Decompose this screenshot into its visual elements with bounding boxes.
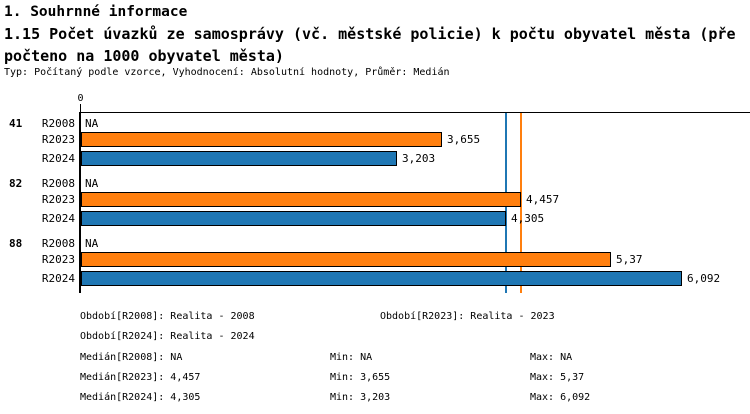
bar-r2024 bbox=[81, 151, 397, 166]
na-value-label: NA bbox=[85, 117, 99, 130]
bar-r2024 bbox=[81, 211, 506, 226]
axis-vertical-line bbox=[79, 112, 81, 293]
bar-row: 3,203 bbox=[81, 151, 435, 166]
stat-max-r2024: Max: 6,092 bbox=[530, 392, 591, 403]
bar-value-label: 6,092 bbox=[687, 271, 721, 285]
stats-row-r2008: Medián[R2008]: NA Min: NA Max: NA bbox=[0, 351, 750, 364]
stat-min-r2024: Min: 3,203 bbox=[330, 392, 391, 403]
series-label-r2008: R2008 bbox=[41, 117, 75, 130]
stat-min-r2008: Min: NA bbox=[330, 352, 373, 363]
stat-max-r2023: Max: 5,37 bbox=[530, 372, 585, 383]
axis-origin-tick bbox=[80, 104, 81, 113]
bar-value-label: 4,457 bbox=[526, 192, 560, 206]
bar-row: 5,37 bbox=[81, 252, 643, 267]
na-value-label: NA bbox=[85, 237, 99, 250]
series-label-r2024: R2024 bbox=[41, 212, 75, 225]
bar-row: 4,457 bbox=[81, 192, 559, 207]
chart-meta-info: Typ: Počítaný podle vzorce, Vyhodnocení:… bbox=[4, 67, 450, 78]
stats-row-obdobi-2: Období[R2024]: Realita - 2024 bbox=[0, 330, 750, 343]
stat-min-r2023: Min: 3,655 bbox=[330, 372, 391, 383]
group-id-label: 41 bbox=[9, 117, 23, 130]
series-label-r2023: R2023 bbox=[41, 133, 75, 146]
bar-value-label: 3,203 bbox=[402, 151, 436, 165]
stats-row-obdobi-1: Období[R2008]: Realita - 2008 Období[R20… bbox=[0, 310, 750, 323]
bar-value-label: 5,37 bbox=[616, 252, 643, 266]
stat-median-r2024: Medián[R2024]: 4,305 bbox=[80, 392, 201, 403]
stat-obdobi-r2024: Období[R2024]: Realita - 2024 bbox=[80, 331, 255, 342]
stat-median-r2008: Medián[R2008]: NA bbox=[80, 352, 183, 363]
bar-chart: 0 41 R2008 NA R2023 3,655 R2024 3,203 82… bbox=[0, 93, 750, 293]
stat-max-r2008: Max: NA bbox=[530, 352, 573, 363]
bar-row: 6,092 bbox=[81, 271, 720, 286]
bar-r2023 bbox=[81, 252, 611, 267]
bar-value-label: 4,305 bbox=[511, 211, 545, 225]
section-title: 1. Souhrnné informace bbox=[4, 4, 188, 20]
group-id-label: 88 bbox=[9, 237, 23, 250]
stats-row-r2024: Medián[R2024]: 4,305 Min: 3,203 Max: 6,0… bbox=[0, 391, 750, 404]
series-label-r2023: R2023 bbox=[41, 253, 75, 266]
series-label-r2024: R2024 bbox=[41, 152, 75, 165]
stat-obdobi-r2008: Období[R2008]: Realita - 2008 bbox=[80, 311, 255, 322]
bar-group-82: 82 R2008 NA R2023 4,457 R2024 4,305 bbox=[0, 172, 750, 232]
bar-r2024 bbox=[81, 271, 682, 286]
stats-row-r2023: Medián[R2023]: 4,457 Min: 3,655 Max: 5,3… bbox=[0, 371, 750, 384]
bar-r2023 bbox=[81, 192, 521, 207]
bar-r2023 bbox=[81, 132, 442, 147]
axis-origin-tick-label: 0 bbox=[77, 93, 84, 104]
group-id-label: 82 bbox=[9, 177, 23, 190]
bar-group-88: 88 R2008 NA R2023 5,37 R2024 6,092 bbox=[0, 232, 750, 292]
series-label-r2024: R2024 bbox=[41, 272, 75, 285]
series-label-r2008: R2008 bbox=[41, 237, 75, 250]
chart-title-line-2: počteno na 1000 obyvatel města) bbox=[4, 47, 284, 65]
bar-value-label: 3,655 bbox=[447, 132, 481, 146]
chart-title-line-1: 1.15 Počet úvazků ze samosprávy (vč. měs… bbox=[4, 25, 736, 43]
bar-row: 3,655 bbox=[81, 132, 480, 147]
series-label-r2023: R2023 bbox=[41, 193, 75, 206]
stat-obdobi-r2023: Období[R2023]: Realita - 2023 bbox=[380, 311, 555, 322]
bar-row: 4,305 bbox=[81, 211, 544, 226]
axis-top-line bbox=[80, 112, 750, 113]
stat-median-r2023: Medián[R2023]: 4,457 bbox=[80, 372, 201, 383]
na-value-label: NA bbox=[85, 177, 99, 190]
bar-group-41: 41 R2008 NA R2023 3,655 R2024 3,203 bbox=[0, 112, 750, 172]
series-label-r2008: R2008 bbox=[41, 177, 75, 190]
median-line-r2023 bbox=[520, 113, 522, 293]
